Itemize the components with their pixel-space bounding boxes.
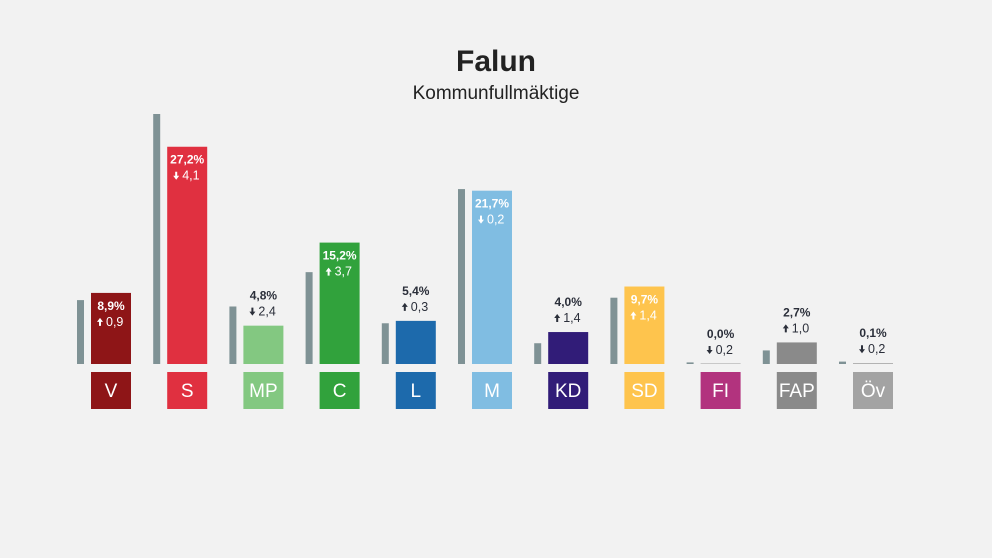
previous-bar-l <box>381 323 389 364</box>
arrow-up-icon-v <box>97 317 103 326</box>
arrow-down-icon-öv <box>859 345 865 354</box>
arrow-down-icon-mp <box>249 307 256 316</box>
previous-bar-s <box>153 114 161 364</box>
change-label-c: 3,7 <box>335 265 352 279</box>
value-label-m: 21,7% <box>475 197 509 211</box>
party-box-s <box>167 372 208 409</box>
value-label-öv: 0,1% <box>859 326 887 340</box>
party-label-mp: MP <box>249 381 278 402</box>
bar-kd <box>548 332 589 364</box>
party-box-m <box>472 372 512 409</box>
change-label-l: 0,3 <box>411 300 428 314</box>
value-label-fap: 2,7% <box>783 305 811 319</box>
bar-v <box>91 292 131 364</box>
arrow-up-icon-c <box>325 267 332 276</box>
party-box-mp <box>243 372 284 409</box>
bar-c <box>319 242 360 364</box>
value-label-l: 5,4% <box>402 284 430 298</box>
value-label-sd: 9,7% <box>631 293 659 307</box>
previous-bar-v <box>77 300 84 364</box>
party-box-sd <box>624 372 665 409</box>
change-label-fap: 1,0 <box>792 321 809 335</box>
party-label-öv: Öv <box>861 381 886 402</box>
change-label-kd: 1,4 <box>563 311 580 325</box>
previous-bar-fap <box>762 350 770 364</box>
bar-sd <box>624 286 665 364</box>
bar-s <box>167 146 208 364</box>
party-label-sd: SD <box>631 381 657 402</box>
change-label-s: 4,1 <box>182 169 199 183</box>
change-label-öv: 0,2 <box>868 342 885 356</box>
party-label-m: M <box>484 381 500 402</box>
party-label-fap: FAP <box>779 381 815 402</box>
change-label-fi: 0,2 <box>716 343 733 357</box>
value-label-fi: 0,0% <box>707 327 735 341</box>
value-label-mp: 4,8% <box>250 289 278 303</box>
arrow-down-icon-fi <box>706 346 713 354</box>
bar-m <box>472 190 512 364</box>
party-label-s: S <box>181 381 194 402</box>
party-box-fi <box>700 372 741 409</box>
chart-subtitle: Kommunfullmäktige <box>413 83 580 104</box>
arrow-up-icon-sd <box>630 311 637 320</box>
party-label-l: L <box>411 381 422 402</box>
value-label-v: 8,9% <box>97 299 125 313</box>
party-label-c: C <box>333 381 347 402</box>
arrow-up-icon-kd <box>554 314 561 323</box>
arrow-up-icon-fap <box>782 324 789 333</box>
change-label-sd: 1,4 <box>639 309 656 323</box>
previous-bar-öv <box>839 361 846 364</box>
bar-l <box>395 320 436 364</box>
party-box-l <box>395 372 436 409</box>
value-label-s: 27,2% <box>170 153 204 167</box>
change-label-m: 0,2 <box>487 213 504 227</box>
change-label-v: 0,9 <box>106 315 123 329</box>
change-label-mp: 2,4 <box>258 305 275 319</box>
arrow-up-icon-l <box>401 302 408 311</box>
arrow-down-icon-s <box>173 171 180 180</box>
previous-bar-m <box>458 189 465 364</box>
party-label-v: V <box>105 381 118 402</box>
party-box-kd <box>548 372 589 409</box>
previous-bar-fi <box>686 362 694 364</box>
party-box-c <box>319 372 360 409</box>
party-label-kd: KD <box>555 381 581 402</box>
bars-group: 8,9% 0,9 V 27,2% 4,1 S 4,8% 2,4 MP 15,2% 3,7 C 5,4% 0… <box>77 114 893 409</box>
previous-bar-kd <box>534 343 542 364</box>
party-box-fap <box>776 372 817 409</box>
previous-bar-c <box>305 272 313 364</box>
bar-öv <box>853 363 893 364</box>
arrow-down-icon-m <box>478 215 484 224</box>
bar-fap <box>776 342 817 364</box>
party-box-öv <box>853 372 893 409</box>
value-label-c: 15,2% <box>323 249 357 263</box>
chart-title: Falun <box>456 45 536 78</box>
value-label-kd: 4,0% <box>555 295 583 309</box>
previous-bar-sd <box>610 297 618 364</box>
party-box-v <box>91 372 131 409</box>
party-label-fi: FI <box>712 381 729 402</box>
previous-bar-mp <box>229 306 237 364</box>
bar-mp <box>243 325 284 364</box>
bar-fi <box>700 363 741 364</box>
